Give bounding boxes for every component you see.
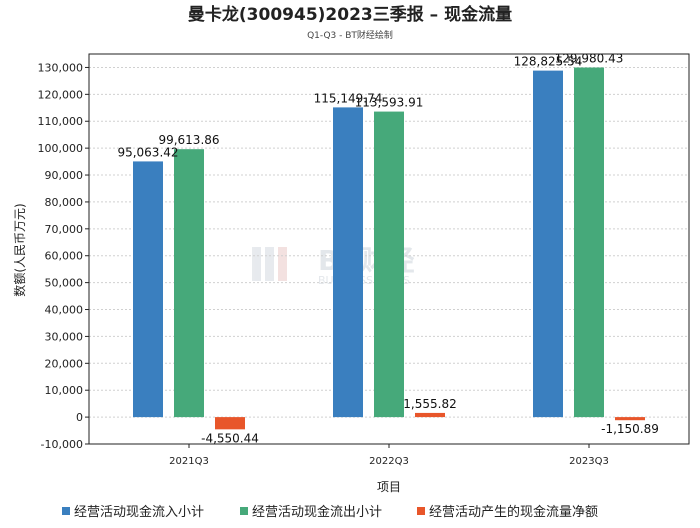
y-tick-label: -10,000 xyxy=(41,438,83,451)
bar-value-label: 99,613.86 xyxy=(158,133,219,147)
chart-title: 曼卡龙(300945)2023三季报 – 现金流量 xyxy=(188,4,512,25)
bar-value-label: -1,150.89 xyxy=(601,422,659,436)
y-tick-label: 120,000 xyxy=(38,88,84,101)
y-tick-label: 130,000 xyxy=(38,61,84,74)
bar-series-1 xyxy=(533,70,563,418)
x-tick-label: 2022Q3 xyxy=(369,456,409,467)
bar-series-1 xyxy=(333,107,363,418)
y-axis-label: 数额(人民币万元) xyxy=(12,203,27,296)
legend-label: 经营活动现金流出小计 xyxy=(252,504,382,520)
bar-series-2 xyxy=(574,67,604,418)
y-tick-label: 100,000 xyxy=(38,142,84,155)
x-axis: 2021Q3 2022Q3 2023Q3 xyxy=(169,444,609,467)
bar-series-3 xyxy=(415,412,445,418)
legend-swatch xyxy=(240,507,248,515)
y-tick-label: 60,000 xyxy=(45,250,84,263)
chart-subtitle: Q1-Q3 - BT财经绘制 xyxy=(307,29,393,41)
x-axis-label: 项目 xyxy=(377,480,401,494)
bar-series-3 xyxy=(615,417,645,421)
y-tick-label: 0 xyxy=(76,411,83,424)
bar-value-label: 113,593.91 xyxy=(355,96,424,110)
y-tick-label: 110,000 xyxy=(38,115,84,128)
bar-value-label: 129,980.43 xyxy=(555,52,624,66)
y-tick-label: 10,000 xyxy=(45,384,84,397)
legend: 经营活动现金流入小计 经营活动现金流出小计 经营活动产生的现金流量净额 xyxy=(62,504,598,520)
y-tick-label: 90,000 xyxy=(45,169,84,182)
bar-series-2 xyxy=(374,111,404,418)
legend-label: 经营活动产生的现金流量净额 xyxy=(429,504,598,520)
bar-value-label: 95,063.42 xyxy=(117,145,178,159)
legend-label: 经营活动现金流入小计 xyxy=(74,504,204,520)
y-axis: -10,000 0 10,000 20,000 30,000 40,000 50,000 60… xyxy=(38,61,89,451)
x-tick-label: 2021Q3 xyxy=(169,456,209,467)
legend-swatch xyxy=(417,507,425,515)
bar-value-label: 128,825.54 xyxy=(514,55,583,69)
bar-value-label: -4,550.44 xyxy=(201,431,259,445)
bars xyxy=(133,67,645,430)
y-tick-label: 80,000 xyxy=(45,196,84,209)
x-tick-label: 2023Q3 xyxy=(569,456,609,467)
bar-series-1 xyxy=(133,161,163,418)
y-tick-label: 20,000 xyxy=(45,357,84,370)
bar-value-label: 115,149.74 xyxy=(314,91,383,105)
y-tick-label: 70,000 xyxy=(45,223,84,236)
y-tick-label: 30,000 xyxy=(45,330,84,343)
y-tick-label: 50,000 xyxy=(45,277,84,290)
legend-swatch xyxy=(62,507,70,515)
y-tick-label: 40,000 xyxy=(45,304,84,317)
bar-value-label: 1,555.82 xyxy=(403,397,456,411)
bar-series-3 xyxy=(215,417,245,430)
bar-series-2 xyxy=(174,149,204,418)
